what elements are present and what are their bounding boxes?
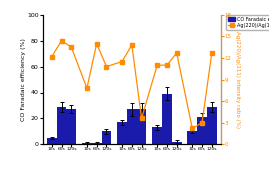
Bar — [82, 143, 92, 144]
Legend: CO Faradaic efficiency, Ag(220)/Ag(111) intensity ratio: CO Faradaic efficiency, Ag(220)/Ag(111) … — [226, 15, 269, 30]
Bar — [47, 138, 57, 144]
Bar — [162, 94, 172, 144]
Bar — [152, 127, 162, 144]
Bar — [66, 109, 76, 144]
Bar — [197, 117, 207, 144]
Bar — [187, 131, 197, 144]
Bar — [127, 109, 137, 144]
Bar — [117, 122, 127, 144]
Bar — [57, 107, 66, 144]
Y-axis label: CO Faradaic efficiency (%): CO Faradaic efficiency (%) — [21, 38, 26, 121]
Bar — [207, 107, 217, 144]
Bar — [92, 143, 102, 144]
Bar — [102, 131, 111, 144]
Bar — [172, 142, 182, 144]
Bar — [137, 109, 146, 144]
Y-axis label: Ag(220)/Ag(111) intensity ratio (%): Ag(220)/Ag(111) intensity ratio (%) — [235, 31, 239, 128]
